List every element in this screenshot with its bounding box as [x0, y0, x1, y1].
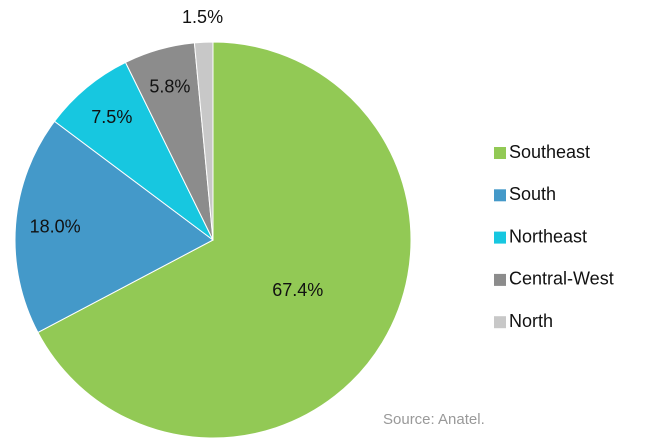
legend-label: Northeast [509, 226, 587, 246]
data-label: 5.8% [149, 76, 190, 96]
legend-label: Central-West [509, 269, 614, 289]
legend-swatch [494, 273, 506, 286]
data-label: 67.4% [272, 280, 323, 300]
data-label: 18.0% [30, 216, 81, 236]
pie-slice [193, 41, 214, 241]
legend-swatch [494, 231, 506, 244]
legend-swatch [494, 189, 506, 202]
pie-slice [14, 120, 214, 334]
legend-swatch [494, 147, 506, 159]
legend-label: North [509, 311, 553, 331]
legend-label: Southeast [509, 142, 590, 162]
source-note: Source: Anatel. [383, 411, 485, 428]
data-label: 1.5% [182, 7, 223, 27]
pie-slice [37, 41, 412, 439]
legend-swatch [494, 316, 506, 329]
legend-label: South [509, 184, 556, 204]
data-label: 7.5% [91, 107, 132, 127]
